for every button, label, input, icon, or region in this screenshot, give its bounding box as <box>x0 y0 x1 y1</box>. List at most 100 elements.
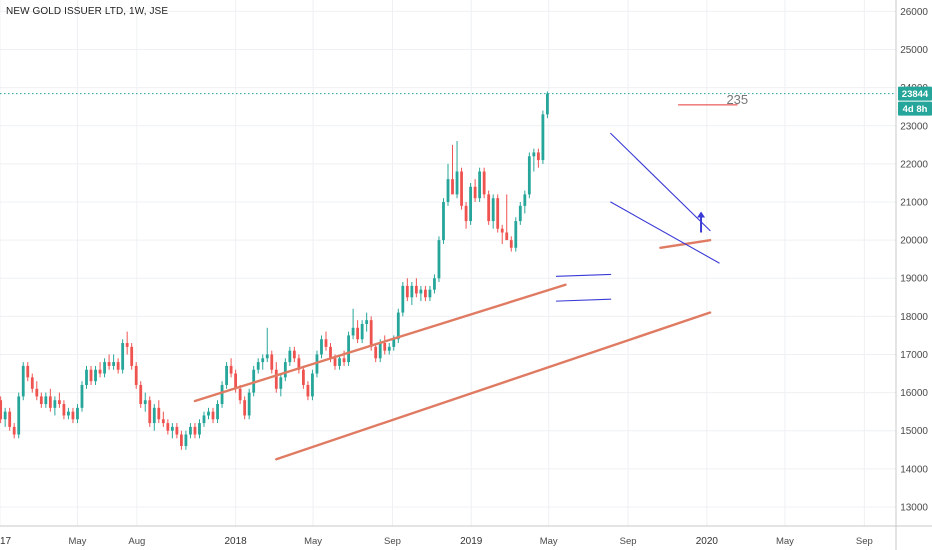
x-tick-label: Sep <box>856 536 873 547</box>
candle-body <box>116 362 120 370</box>
x-tick-label: 2018 <box>224 536 247 547</box>
x-tick-label: May <box>776 536 794 547</box>
candle-body <box>238 388 242 401</box>
candle-body <box>437 240 441 279</box>
candle-body <box>166 423 170 431</box>
y-tick-label: 23000 <box>900 121 928 132</box>
candle-body <box>26 365 30 378</box>
candle-body <box>8 411 12 427</box>
candle-body <box>103 362 106 374</box>
y-tick-label: 20000 <box>900 236 928 247</box>
candle-body <box>247 392 251 416</box>
candle-body <box>297 358 301 370</box>
candle-body <box>229 365 233 374</box>
candle-body <box>505 232 509 241</box>
x-tick-label: Sep <box>620 536 637 547</box>
candle-body <box>405 285 409 298</box>
candle-body <box>98 369 102 374</box>
candle-body <box>342 358 346 363</box>
candle-body <box>57 400 61 405</box>
candle-body <box>419 289 423 294</box>
candle-body <box>161 419 165 424</box>
channel-lower-line <box>275 311 712 461</box>
candle-body <box>396 312 400 340</box>
candle-body <box>67 411 70 416</box>
candle-body <box>243 400 247 416</box>
candle-body <box>39 396 43 405</box>
y-tick-label: 15000 <box>900 426 928 437</box>
drawings-layer <box>193 104 738 461</box>
y-tick-label: 16000 <box>900 388 928 399</box>
countdown-badge-text: 4d 8h <box>903 104 928 115</box>
candle-body <box>3 411 7 420</box>
candle-body <box>112 362 116 366</box>
candle-body <box>491 198 495 222</box>
candle-body <box>482 171 486 195</box>
candle-body <box>374 346 378 359</box>
candle-body <box>288 350 292 363</box>
candle-body <box>478 171 482 199</box>
candle-body <box>433 278 436 290</box>
breakout-arrow-head <box>697 211 706 218</box>
time-axis[interactable]: 2017 May Aug 2018 May Sep 2019 May Sep 2020 May Sep <box>0 536 873 547</box>
x-tick-label: May <box>304 536 322 547</box>
candle-body <box>338 358 341 366</box>
y-tick-label: 25000 <box>900 45 928 56</box>
flag-upper-line <box>555 273 612 277</box>
candle-body <box>211 411 215 420</box>
candle-body <box>175 426 179 435</box>
candle-body <box>392 339 396 347</box>
candle-body <box>283 362 287 378</box>
candle-body <box>189 426 192 435</box>
candle-body <box>541 114 545 161</box>
candle-body <box>216 404 219 420</box>
candle-body <box>518 205 522 222</box>
candle-body <box>265 354 269 359</box>
candle-body <box>170 426 174 431</box>
candle-body <box>274 369 278 389</box>
candle-body <box>320 339 323 355</box>
candle-body <box>464 205 468 222</box>
wedge-lower-line <box>610 201 720 264</box>
x-tick-label: 2019 <box>460 536 483 547</box>
y-tick-label: 21000 <box>900 198 928 209</box>
candle-body <box>514 221 518 248</box>
candle-body <box>152 407 156 424</box>
y-tick-label: 13000 <box>900 502 928 513</box>
candle-body <box>487 194 491 222</box>
candle-body <box>424 289 427 298</box>
candle-body <box>157 407 161 420</box>
candle-body <box>107 362 111 366</box>
candle-body <box>279 377 283 389</box>
flag-lower-line <box>555 298 612 302</box>
candle-body <box>496 198 500 229</box>
candle-body <box>261 358 265 363</box>
candle-body <box>130 346 134 366</box>
candle-body <box>532 152 536 157</box>
candle-body <box>383 343 387 351</box>
candle-body <box>202 415 206 424</box>
candle-body <box>21 365 25 397</box>
candle-body <box>311 373 314 397</box>
price-badges: 23844 4d 8h <box>898 86 932 116</box>
candle-body <box>179 434 183 446</box>
candle-body <box>356 327 360 340</box>
candle-body <box>121 343 125 370</box>
candle-body <box>184 434 188 446</box>
candle-body <box>455 171 459 195</box>
candle-body <box>48 396 52 408</box>
candle-body <box>460 171 463 206</box>
candle-body <box>301 369 305 385</box>
candle-body <box>473 186 477 199</box>
candle-body <box>207 411 210 416</box>
last-price-badge-text: 23844 <box>902 89 929 100</box>
candle-body <box>446 179 450 203</box>
candle-body <box>94 369 97 382</box>
candle-body <box>225 365 228 385</box>
y-tick-label: 22000 <box>900 159 928 170</box>
candle-body <box>198 423 201 435</box>
candle-body <box>85 369 88 385</box>
candle-body <box>365 320 369 324</box>
candle-body <box>252 369 256 393</box>
